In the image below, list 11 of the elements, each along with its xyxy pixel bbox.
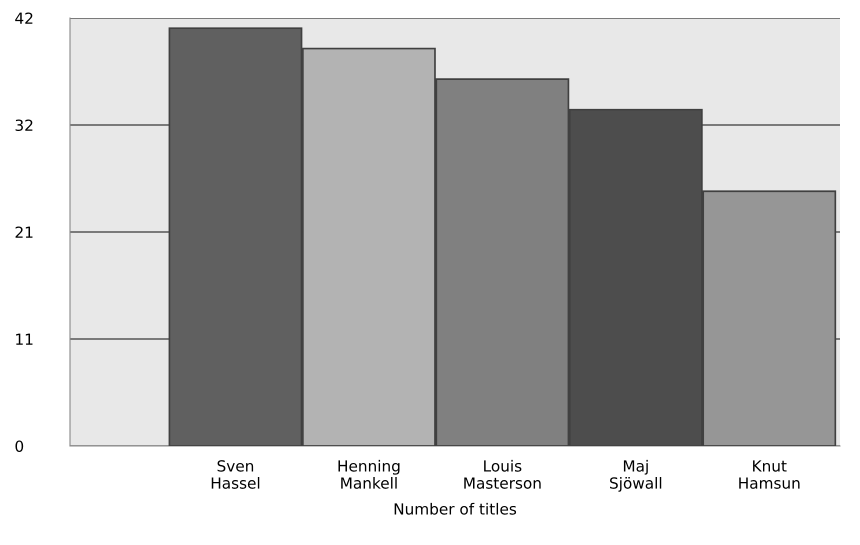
y-tick-label: 42 [15, 12, 32, 24]
x-axis-title: Number of titles [394, 502, 516, 515]
y-tick-label: 32 [16, 119, 32, 132]
x-tick-label: Henning Mankell [338, 460, 400, 489]
x-tick-label: Knut Hamsun [739, 460, 800, 489]
y-tick-label: 21 [16, 226, 32, 238]
x-tick-label: Sven Hassel [212, 460, 260, 489]
x-tick-label: Maj Sjöwall [610, 460, 662, 492]
y-tick-label: 0 [15, 440, 24, 452]
x-tick-label: Louis Masterson [464, 460, 541, 489]
y-tick-label: 11 [16, 334, 32, 345]
